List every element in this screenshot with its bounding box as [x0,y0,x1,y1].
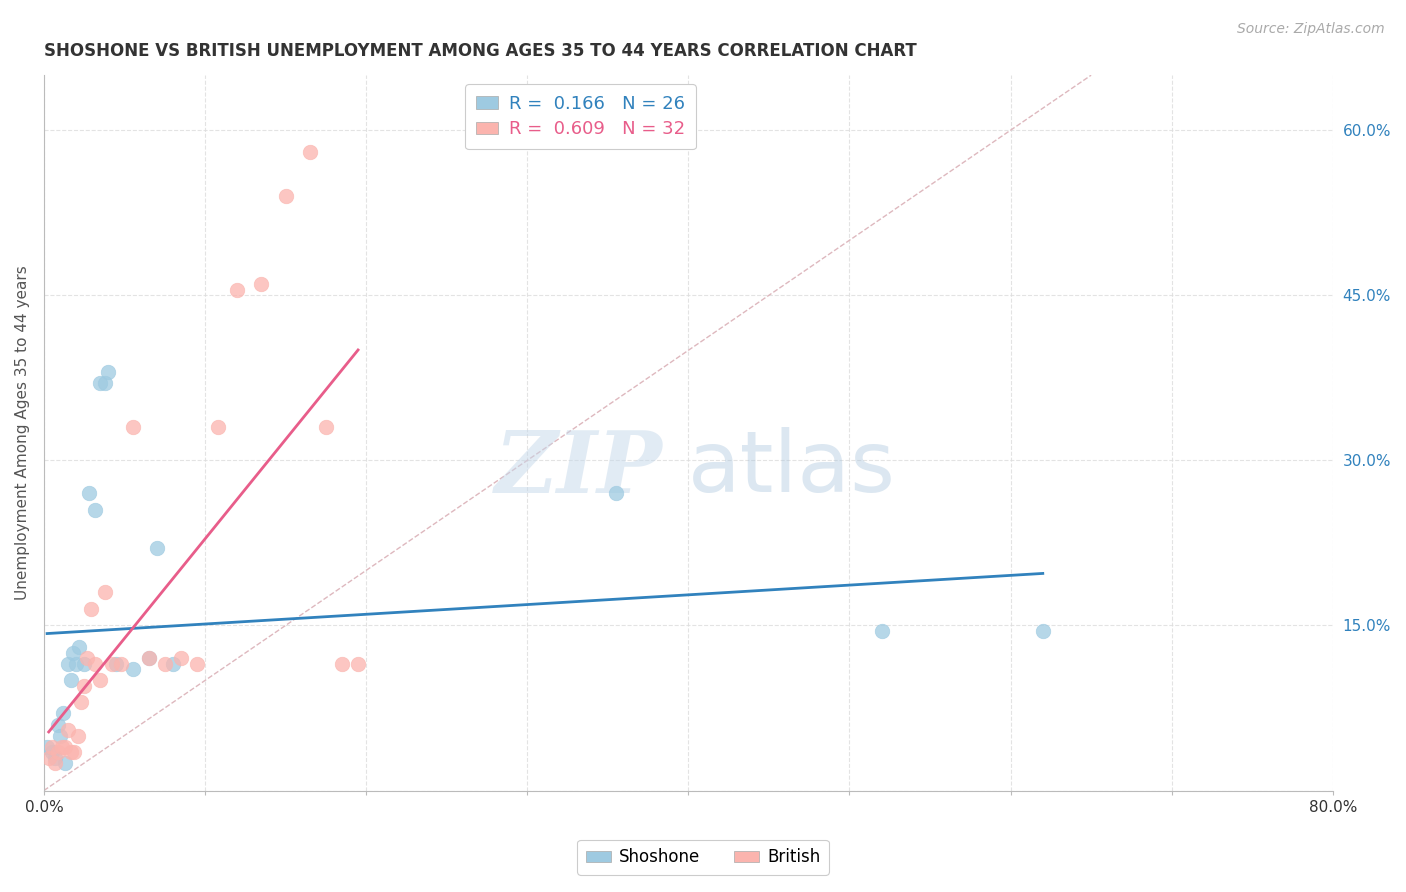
Point [121,420,143,434]
Point [94,585,117,599]
Point [70,696,93,710]
Point [207,420,229,434]
Point [44,756,66,770]
Point [65,657,87,671]
Point [60,745,83,759]
Point [79,602,101,616]
Point [97,365,120,379]
Point [330,657,353,671]
Point [76,651,98,665]
Point [49,729,72,743]
Point [73,657,96,671]
Point [67,640,90,655]
Point [41,739,63,754]
Point [53,739,76,754]
Point [145,541,167,556]
Point [41,745,63,759]
Point [51,739,73,754]
Point [105,657,128,671]
Y-axis label: Unemployment Among Ages 35 to 44 years: Unemployment Among Ages 35 to 44 years [15,266,30,600]
Point [605,486,627,500]
Point [77,486,100,500]
Point [100,657,122,671]
Point [89,376,111,391]
Point [1032,624,1054,638]
Legend: Shoshone, British: Shoshone, British [578,840,828,875]
Point [250,277,273,292]
Text: Source: ZipAtlas.com: Source: ZipAtlas.com [1237,22,1385,37]
Point [121,663,143,677]
Point [56,657,79,671]
Point [60,673,83,688]
Point [66,729,89,743]
Point [84,503,107,517]
Text: ZIP: ZIP [495,427,662,510]
Point [38,750,60,764]
Point [186,657,208,671]
Point [53,756,76,770]
Point [94,376,117,391]
Point [44,750,66,764]
Text: atlas: atlas [689,427,897,510]
Point [347,657,370,671]
Point [73,679,96,693]
Point [48,745,70,759]
Point [274,189,297,203]
Point [62,646,84,660]
Point [153,657,176,671]
Point [63,745,86,759]
Point [52,706,75,721]
Point [315,420,337,434]
Point [162,657,184,671]
Point [298,145,321,160]
Point [48,717,70,731]
Point [138,651,160,665]
Point [56,723,79,737]
Point [138,651,160,665]
Point [110,657,132,671]
Legend: R =  0.166   N = 26, R =  0.609   N = 32: R = 0.166 N = 26, R = 0.609 N = 32 [465,84,696,149]
Point [37,739,59,754]
Point [84,657,107,671]
Point [89,673,111,688]
Point [870,624,893,638]
Point [170,651,193,665]
Point [226,283,249,297]
Text: SHOSHONE VS BRITISH UNEMPLOYMENT AMONG AGES 35 TO 44 YEARS CORRELATION CHART: SHOSHONE VS BRITISH UNEMPLOYMENT AMONG A… [44,42,917,60]
